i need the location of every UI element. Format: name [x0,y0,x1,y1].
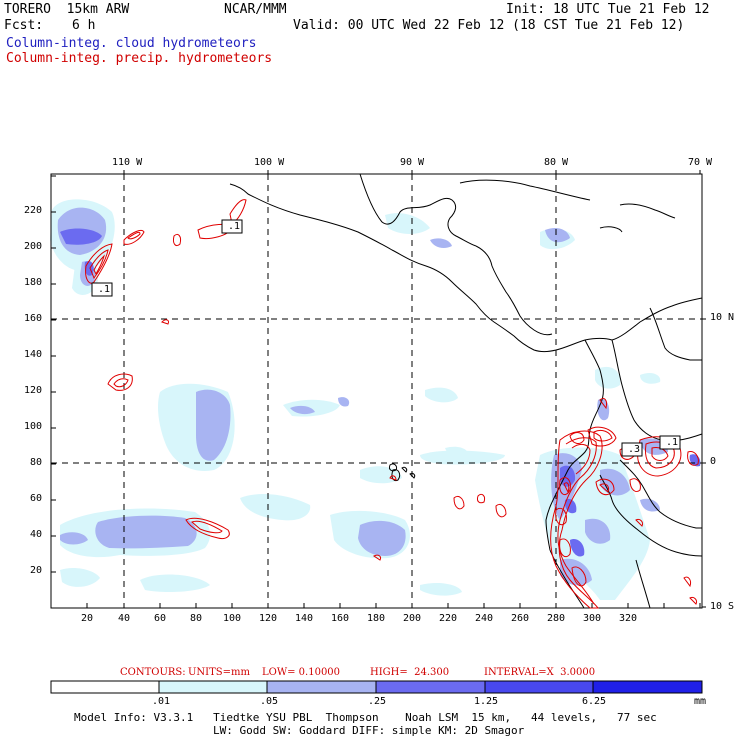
y-tick-label: 100 [24,421,43,432]
y-tick-label: 160 [24,313,43,324]
contour-labels [91,219,681,457]
lat-label: 0 [710,456,717,467]
y-tick-label: 220 [24,205,43,216]
y-tick-label: 20 [30,565,43,576]
y-tick-label: 40 [30,529,43,540]
contours-high: HIGH= 24.300 [370,667,450,678]
lon-label: 100 W [254,157,285,168]
contours-units: UNITS=mm [188,667,250,678]
contour-value-label: .1 [666,437,679,448]
cloud-shading [50,199,701,600]
y-tick-label: 180 [24,277,43,288]
x-tick-label: 120 [259,613,278,624]
coastlines [229,173,703,609]
x-tick-label: 300 [583,613,602,624]
lat-label: 10 N [710,312,735,323]
colorbar-swatches [50,680,703,694]
lon-label: 110 W [112,157,143,168]
valid-time: Valid: 00 UTC Wed 22 Feb 12 (18 CST Tue … [293,18,685,33]
org-label: NCAR/MMM [224,2,287,17]
colorbar-tick-label: 1.25 [474,696,499,707]
x-tick-label: 280 [547,613,566,624]
x-tick-label: 320 [619,613,638,624]
y-tick-label: 60 [30,493,43,504]
model-info-line1: Model Info: V3.3.1 Tiedtke YSU PBL Thomp… [74,711,657,724]
x-tick-label: 40 [118,613,131,624]
lon-label: 90 W [400,157,425,168]
model-info-line2: LW: Godd SW: Goddard DIFF: simple KM: 2D… [213,724,525,737]
x-tick-label: 260 [511,613,530,624]
y-tick-label: 80 [30,457,43,468]
x-tick-label: 60 [154,613,167,624]
contour-value-label: .3 [628,444,641,455]
x-tick-label: 160 [331,613,350,624]
colorbar-unit: mm [694,696,707,707]
y-tick-label: 140 [24,349,43,360]
contour-value-label: .1 [228,221,241,232]
x-tick-label: 180 [367,613,386,624]
x-tick-label: 80 [190,613,203,624]
forecast-label: Fcst: [4,18,44,33]
x-tick-label: 240 [475,613,494,624]
contours-label: CONTOURS: [120,667,186,678]
x-tick-label: 100 [223,613,242,624]
colorbar-tick-label: 6.25 [582,696,607,707]
contours-interval: INTERVAL=X 3.0000 [484,667,596,678]
field-cloud-title: Column-integ. cloud hydrometeors [6,36,257,51]
lon-label: 80 W [544,157,569,168]
colorbar-tick-label: .05 [260,696,279,707]
x-tick-label: 140 [295,613,314,624]
latlon-grid [51,174,702,608]
axis-ticks [51,170,706,608]
y-tick-label: 120 [24,385,43,396]
init-time: Init: 18 UTC Tue 21 Feb 12 [506,2,710,17]
contour-value-label: .1 [98,284,111,295]
contours-low: LOW= 0.10000 [262,667,341,678]
lat-label: 10 S [710,601,735,612]
lon-label: 70 W [688,157,713,168]
x-tick-label: 200 [403,613,422,624]
x-tick-label: 20 [81,613,94,624]
model-title: TORERO 15km ARW [4,2,130,17]
x-tick-label: 220 [439,613,458,624]
field-precip-title: Column-integ. precip. hydrometeors [6,51,273,66]
colorbar-tick-label: .25 [368,696,387,707]
colorbar-tick-label: .01 [152,696,171,707]
forecast-hour: 6 h [72,18,96,33]
y-tick-label: 200 [24,241,43,252]
